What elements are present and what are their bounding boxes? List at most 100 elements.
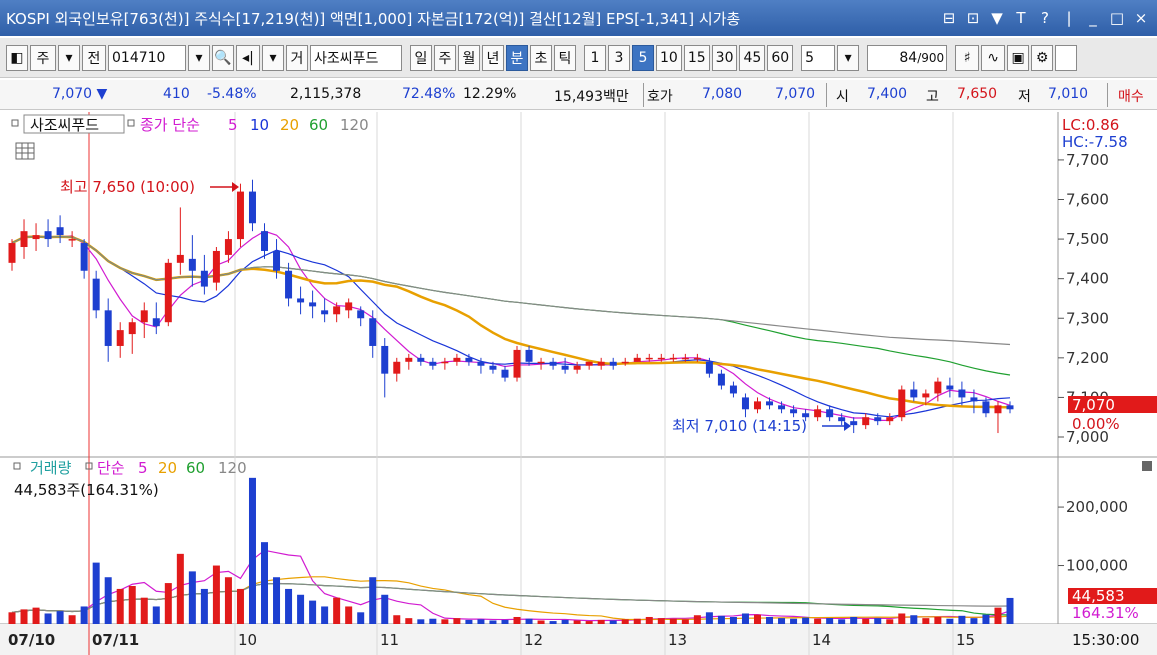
price-tick-label: 7,400 [1066, 270, 1109, 288]
stock-name-field[interactable]: 사조씨푸드 [310, 44, 402, 71]
table-icon[interactable] [15, 142, 35, 160]
market-select[interactable]: 주 [30, 44, 56, 71]
stock-list-button[interactable]: 전 [82, 44, 106, 71]
font-size-icon[interactable]: T [1016, 9, 1026, 27]
volume-bar [80, 606, 88, 624]
new-window-icon[interactable]: ⊡ [966, 9, 980, 27]
option-checkbox[interactable] [1055, 44, 1078, 71]
interval-5-button[interactable]: 5 [632, 44, 654, 71]
ma-line [11, 230, 1011, 421]
lc-ratio: LC:0.86 [1062, 116, 1119, 134]
volume-bar [585, 621, 593, 624]
period-second-tab[interactable]: 초 [530, 44, 552, 71]
chevron-down-icon[interactable]: ▾ [58, 44, 80, 71]
candle-body [898, 389, 906, 418]
help-icon[interactable]: ? [1041, 9, 1049, 27]
buy-button[interactable]: 매수 [1118, 89, 1144, 105]
save-icon[interactable]: ▣ [1007, 44, 1030, 71]
volume-bar [32, 607, 40, 624]
code-dropdown-icon[interactable]: ▾ [188, 44, 210, 71]
candle-body [140, 310, 148, 323]
volume-legend-ma120: 120 [218, 459, 247, 477]
time-axis-labels: 07/10 07/11 10 11 12 13 14 15 [8, 631, 975, 649]
grid [88, 112, 954, 655]
trade-button[interactable]: 거 [286, 44, 308, 71]
period-month-tab[interactable]: 월 [458, 44, 480, 71]
indicator-icon[interactable]: ♯ [955, 44, 980, 71]
current-price-percent: 0.00% [1072, 415, 1120, 433]
candlesticks [8, 179, 1014, 434]
period-minute-tab[interactable]: 분 [506, 44, 528, 71]
time-axis-label: 14 [812, 631, 831, 649]
interval-dropdown-icon[interactable]: ▾ [837, 44, 860, 71]
volume-bar [212, 565, 220, 624]
period-day-tab[interactable]: 일 [410, 44, 432, 71]
search-icon[interactable]: 🔍 [212, 44, 234, 71]
period-tick-tab[interactable]: 틱 [554, 44, 576, 71]
candle-body [345, 302, 353, 311]
turnover-ratio: 12.29% [463, 86, 517, 102]
price-tick-label: 7,600 [1066, 191, 1109, 209]
candle-body [645, 357, 653, 360]
current-price-tag [1068, 396, 1157, 413]
interval-value-input[interactable]: 5 [801, 44, 836, 71]
price-tick-label: 7,300 [1066, 309, 1109, 327]
candle-body [814, 409, 822, 418]
pin-icon[interactable]: ▼ [991, 9, 1003, 27]
link-window-icon[interactable]: ⊟ [942, 9, 956, 27]
drawing-icon[interactable]: ∿ [981, 44, 1006, 71]
volume-bar [333, 597, 341, 624]
period-week-tab[interactable]: 주 [434, 44, 456, 71]
volume-bar [597, 619, 605, 624]
candle-body [513, 349, 521, 378]
candle-body [657, 357, 665, 360]
volume-bar [645, 616, 653, 624]
legend-ma20: 20 [280, 116, 299, 134]
interval-30-button[interactable]: 30 [711, 44, 738, 71]
volume-bar [405, 618, 413, 624]
chart-area[interactable]: 7,7007,6007,5007,4007,3007,2007,1007,000… [0, 112, 1157, 655]
legend-stock-box[interactable] [23, 114, 125, 134]
volume-bar [886, 619, 894, 624]
panel-layout-icon[interactable]: ◧ [6, 44, 28, 71]
candle-body [994, 405, 1002, 414]
speaker-icon[interactable]: ◂| [236, 44, 260, 71]
interval-3-button[interactable]: 3 [608, 44, 630, 71]
divider: | [1066, 9, 1072, 27]
bar-count-total: /900 [917, 50, 945, 65]
close-icon[interactable] [1142, 461, 1152, 471]
volume-bar [826, 618, 834, 624]
speaker-dropdown-icon[interactable]: ▾ [262, 44, 284, 71]
candle-body [946, 385, 954, 390]
interval-15-button[interactable]: 15 [683, 44, 710, 71]
interval-1-button[interactable]: 1 [584, 44, 606, 71]
candle-body [212, 250, 220, 283]
period-year-tab[interactable]: 년 [482, 44, 504, 71]
bar-count-input[interactable]: 84 [899, 49, 918, 66]
minimize-icon[interactable]: _ [1089, 9, 1097, 27]
time-axis-label: 07/10 [8, 631, 55, 649]
close-icon[interactable]: × [1134, 9, 1148, 27]
price-chart-svg[interactable]: 7,7007,6007,5007,4007,3007,2007,1007,000… [0, 112, 1157, 655]
gear-icon[interactable]: ⚙ [1031, 44, 1054, 71]
volume-bar [910, 615, 918, 624]
legend-ma5: 5 [228, 116, 238, 134]
volume-bar [164, 583, 172, 624]
low-annotation: 최저 7,010 (14:15) [672, 417, 807, 435]
volume-bar [753, 614, 761, 624]
volume-bar [68, 615, 76, 624]
candle-body [621, 361, 629, 364]
interval-45-button[interactable]: 45 [739, 44, 766, 71]
bar-count-field[interactable]: 84 /900 [867, 44, 948, 71]
interval-60-button[interactable]: 60 [767, 44, 794, 71]
interval-10-button[interactable]: 10 [656, 44, 682, 71]
candle-body [261, 231, 269, 251]
volume-average-lines [11, 549, 1011, 622]
candle-body [32, 235, 40, 240]
stock-code-input[interactable]: 014710 [108, 44, 186, 71]
volume-legend: 거래량 단순 5 20 60 120 44,583주(164.31%) [13, 459, 1152, 499]
volume-bar [681, 619, 689, 624]
maximize-icon[interactable]: □ [1109, 9, 1125, 27]
legend-ma10: 10 [250, 116, 269, 134]
